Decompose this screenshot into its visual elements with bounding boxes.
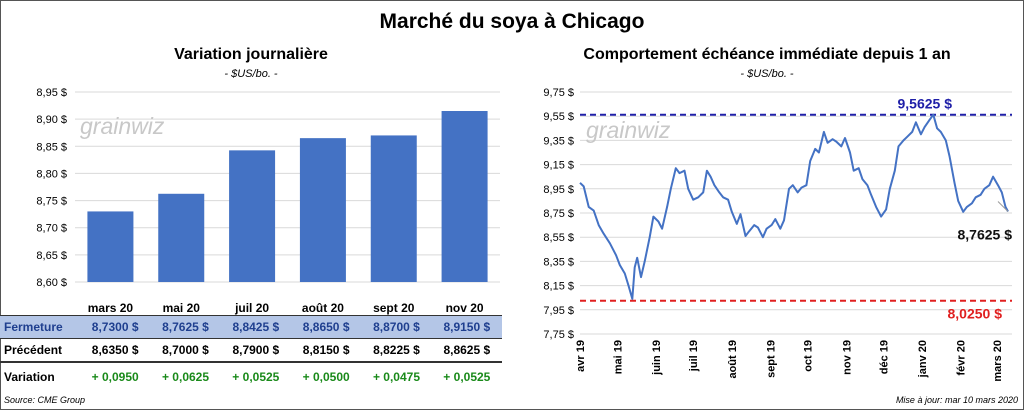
y-tick-label: 8,15 $	[543, 281, 574, 293]
bar	[370, 135, 417, 282]
last-value-leader	[997, 201, 1009, 212]
x-tick-label: juil 19	[688, 340, 700, 372]
table-cell: 8,8150 $	[290, 338, 362, 363]
x-tick-label: nov 19	[841, 340, 853, 375]
table-cell: 8,6350 $	[80, 338, 151, 363]
high-value-label: 9,5625 $	[898, 96, 953, 112]
table-cell: 8,8625 $	[431, 338, 502, 363]
y-tick-label: 8,70 $	[36, 223, 67, 235]
x-category-label: mars 20	[88, 301, 134, 315]
bar	[299, 138, 346, 282]
bar-chart: 8,60 $ 8,65 $ 8,70 $ 8,75 $ 8,80 $ 8,85 $ 8,90…	[36, 87, 500, 315]
bar	[229, 150, 276, 282]
table-cell: 8,7625 $	[150, 315, 221, 339]
bar	[158, 193, 205, 282]
table-cell: + 0,0625	[161, 369, 210, 384]
y-tick-label: 9,15 $	[543, 160, 574, 172]
x-tick-label: oct 19	[803, 340, 815, 372]
left-panel-title: Variation journalière	[174, 46, 328, 63]
low-value-label: 8,0250 $	[948, 306, 1003, 322]
x-tick-label: févr 20	[956, 340, 968, 375]
table-cell: 8,9150 $	[431, 315, 502, 339]
y-tick-label: 9,75 $	[543, 87, 574, 99]
table-row-precedent: Précédent 8,6350 $ 8,7000 $ 8,7900 $ 8,8…	[0, 338, 502, 363]
bar	[87, 211, 134, 282]
price-series-line	[579, 113, 1009, 300]
table-row-variation: Variation + 0,0950 + 0,0625 + 0,0525 + 0…	[0, 362, 502, 390]
y-tick-label: 8,35 $	[543, 256, 574, 268]
row-label-fermeture: Fermeture	[0, 315, 80, 339]
y-tick-label: 7,95 $	[543, 305, 574, 317]
update-note: Mise à jour: mar 10 mars 2020	[895, 395, 1018, 405]
y-tick-label: 9,55 $	[543, 111, 574, 123]
row-label-variation: Variation	[4, 369, 55, 384]
table-cell: 8,7000 $	[150, 338, 221, 363]
x-tick-label: avr 19	[575, 340, 587, 372]
table-cell: + 0,0950	[91, 369, 139, 384]
source-note: Source: CME Group	[4, 395, 86, 405]
y-tick-label: 8,80 $	[36, 168, 67, 180]
y-tick-label: 8,95 $	[36, 87, 67, 99]
x-tick-label: juin 19	[651, 340, 663, 376]
y-tick-label: 8,60 $	[36, 277, 67, 289]
bar	[441, 111, 488, 282]
x-category-label: juil 20	[234, 301, 269, 315]
y-tick-label: 8,55 $	[543, 232, 574, 244]
x-tick-label: mai 19	[612, 340, 624, 374]
y-tick-label: 8,75 $	[543, 208, 574, 220]
table-cell: + 0,0525	[232, 369, 280, 384]
x-tick-label: mars 20	[992, 340, 1004, 382]
table-cell: 8,8700 $	[361, 315, 432, 339]
last-value-label: 8,7625 $	[958, 226, 1013, 242]
row-label-precedent: Précédent	[0, 338, 80, 363]
y-tick-label: 8,75 $	[36, 196, 67, 208]
table-cell: 8,7900 $	[220, 338, 291, 363]
table-cell: 8,8225 $	[361, 338, 432, 363]
watermark-logo: grainwiz	[80, 113, 165, 139]
watermark-logo: grainwiz	[586, 117, 671, 143]
right-panel-title: Comportement échéance immédiate depuis 1…	[583, 46, 951, 63]
table-cell: + 0,0500	[302, 369, 350, 384]
table-cell: 8,8650 $	[290, 315, 362, 339]
table-row-fermeture: Fermeture 8,7300 $ 8,7625 $ 8,8425 $ 8,8…	[0, 315, 502, 339]
y-tick-label: 8,85 $	[36, 141, 67, 153]
left-panel-subtitle: - $US/bo. -	[224, 68, 278, 80]
x-category-label: mai 20	[163, 301, 201, 315]
main-title: Marché du soya à Chicago	[379, 10, 645, 33]
line-chart: 7,75 $ 7,95 $ 8,15 $ 8,35 $ 8,55 $ 8,75 $ 8,95…	[543, 87, 1013, 382]
x-tick-label: sept 19	[765, 340, 777, 378]
x-tick-label: août 19	[727, 340, 739, 379]
y-tick-label: 7,75 $	[543, 329, 574, 341]
right-panel-subtitle: - $US/bo. -	[740, 68, 794, 80]
y-tick-label: 8,90 $	[36, 114, 67, 126]
table-cell: 8,8425 $	[220, 315, 291, 339]
table-cell: + 0,0475	[372, 369, 420, 384]
table-cell: 8,7300 $	[80, 315, 151, 339]
y-tick-label: 8,65 $	[36, 250, 67, 262]
x-category-label: nov 20	[446, 301, 484, 315]
x-category-label: sept 20	[373, 301, 415, 315]
table-cell: + 0,0525	[443, 369, 491, 384]
price-table: Fermeture 8,7300 $ 8,7625 $ 8,8425 $ 8,8…	[0, 315, 502, 390]
x-tick-label: janv 20	[917, 340, 929, 378]
x-tick-label: déc 19	[879, 340, 891, 374]
y-tick-label: 9,35 $	[543, 135, 574, 147]
x-category-label: août 20	[302, 301, 344, 315]
y-tick-label: 8,95 $	[543, 184, 574, 196]
